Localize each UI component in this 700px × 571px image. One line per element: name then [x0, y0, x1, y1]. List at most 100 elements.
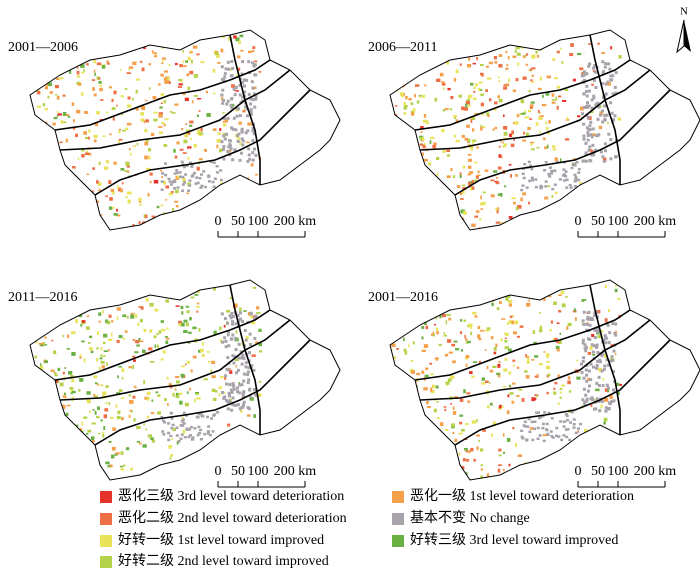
patch [164, 70, 168, 73]
patch [111, 446, 116, 451]
patch [126, 122, 132, 126]
patch [100, 354, 103, 358]
patch [145, 222, 150, 226]
patch [230, 408, 234, 412]
patch [504, 358, 508, 361]
patch [38, 317, 41, 322]
patch [220, 93, 224, 97]
patch [596, 351, 600, 354]
patch [78, 43, 82, 46]
patch [80, 218, 83, 221]
patch [87, 281, 93, 284]
patch [258, 380, 262, 383]
patch [44, 207, 47, 211]
patch [253, 63, 257, 67]
patch [562, 420, 566, 423]
patch [598, 358, 602, 362]
patch [546, 432, 550, 436]
patch [442, 53, 445, 58]
patch [612, 399, 616, 403]
patch [490, 289, 494, 292]
patch [232, 116, 236, 120]
patch [536, 394, 538, 398]
patch [160, 204, 164, 207]
patch [452, 48, 456, 51]
patch [478, 360, 481, 364]
patch [48, 165, 51, 168]
patch [585, 159, 589, 163]
patch [546, 185, 551, 188]
patch [198, 328, 201, 332]
patch [478, 439, 481, 442]
patch [497, 468, 501, 473]
patch [140, 118, 145, 122]
patch [424, 429, 428, 434]
patch [436, 331, 439, 335]
patch [159, 106, 163, 109]
patch [471, 116, 476, 120]
patch [234, 303, 238, 308]
patch [603, 337, 607, 341]
patch [69, 59, 73, 63]
patch [585, 84, 589, 88]
patch [442, 109, 446, 112]
patch [124, 45, 128, 49]
patch [443, 334, 447, 337]
patch [193, 171, 197, 175]
scale-label: 50 [591, 214, 605, 229]
patch [222, 120, 226, 123]
patch [446, 223, 449, 227]
patch [399, 164, 402, 167]
patch [200, 184, 204, 188]
patch [592, 79, 596, 82]
patch [72, 166, 76, 169]
patch [465, 363, 468, 367]
patch [603, 149, 607, 153]
patch [553, 301, 557, 305]
patch [143, 40, 147, 43]
patch [93, 375, 98, 379]
patch [47, 95, 50, 99]
patch [530, 104, 534, 108]
patch [169, 111, 173, 113]
patch [201, 217, 204, 220]
patch [557, 402, 561, 405]
patch [470, 186, 475, 190]
patch [252, 188, 255, 191]
patch [35, 422, 39, 425]
patch [454, 396, 459, 399]
patch [48, 326, 51, 331]
patch [90, 350, 94, 353]
patch [511, 280, 516, 284]
patch [182, 418, 185, 422]
patch [80, 430, 84, 433]
patch [482, 280, 485, 284]
patch [151, 215, 156, 218]
patch [241, 139, 245, 143]
patch [481, 112, 485, 116]
patch [501, 155, 503, 159]
patch [92, 440, 95, 443]
patch [503, 368, 508, 372]
patch [451, 230, 455, 234]
patch [600, 369, 604, 373]
patch [149, 172, 153, 176]
patch [410, 325, 413, 329]
patch [193, 427, 197, 430]
patch [229, 297, 233, 300]
patch [219, 178, 223, 182]
patch [415, 202, 421, 205]
zone-boundary [94, 339, 311, 446]
patch [251, 354, 256, 357]
patch [585, 106, 589, 109]
patch [62, 94, 66, 97]
patch [592, 365, 595, 369]
patch [175, 46, 178, 49]
patch [215, 171, 219, 174]
patch [452, 406, 455, 410]
scale-label: 100 [608, 464, 629, 479]
patch [595, 364, 599, 367]
patch [115, 452, 120, 455]
patch [566, 428, 570, 431]
patch [396, 151, 399, 155]
